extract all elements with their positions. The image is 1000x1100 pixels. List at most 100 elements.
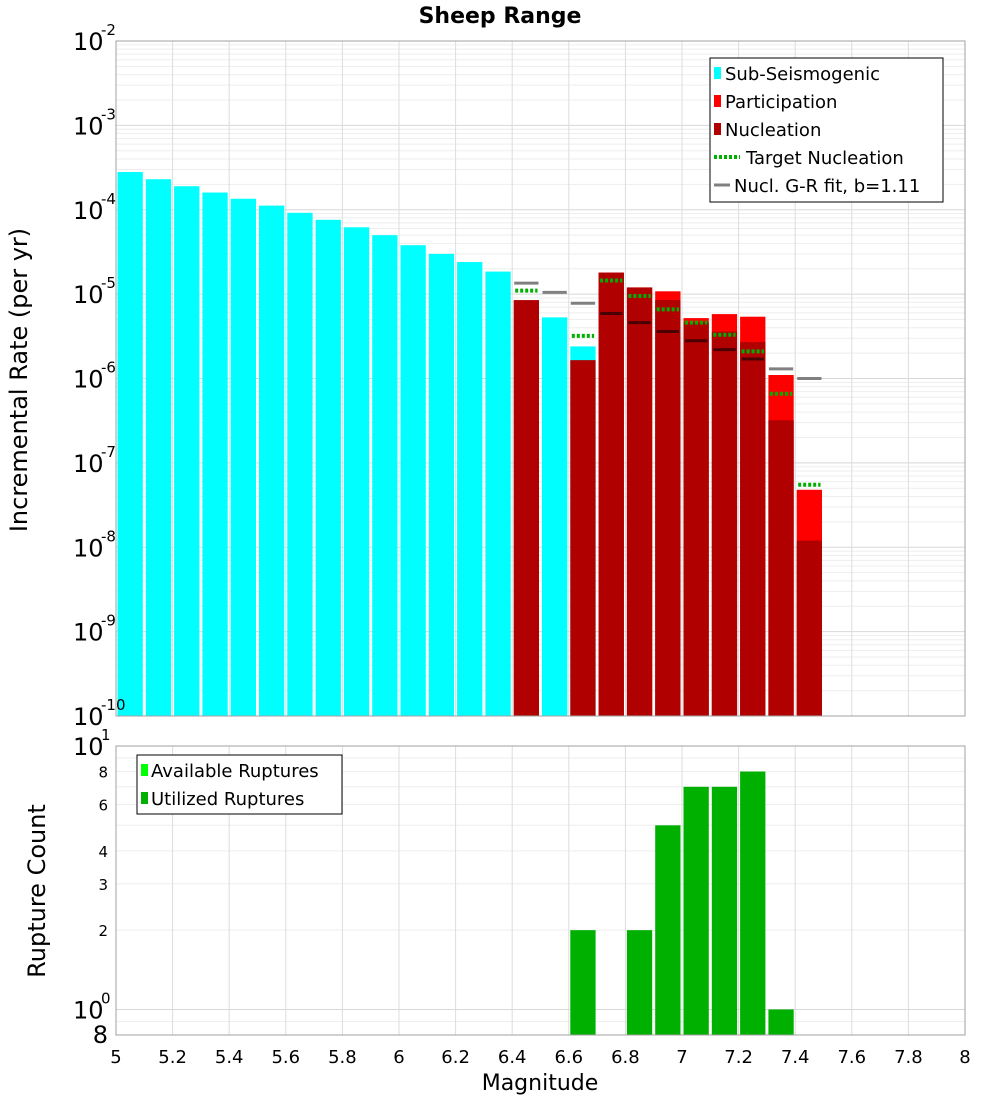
bar-sub-seismogenic <box>174 186 200 716</box>
x-tick-label: 5 <box>110 1047 121 1068</box>
bar-sub-seismogenic <box>428 253 455 716</box>
x-tick-labels: 5 5.2 5.4 5.6 5.8 6 6.2 6.4 6.6 6.8 7 7.2 7.4 7.6 7.8 8 <box>110 1047 970 1068</box>
legend-swatch-participation <box>714 95 721 107</box>
legend-label-sub-seismogenic: Sub-Seismogenic <box>725 64 880 85</box>
x-axis-label: Magnitude <box>482 1071 599 1096</box>
legend-label-participation: Participation <box>725 92 837 113</box>
rate-y-tick-exponent: -5 <box>101 274 116 292</box>
rate-y-axis-label: Incremental Rate (per yr) <box>5 228 33 532</box>
bar-utilized-ruptures <box>683 786 709 1035</box>
bar-sub-seismogenic <box>542 317 568 716</box>
rate-y-tick-base: 10 <box>73 281 104 309</box>
rate-plot-grid <box>115 40 966 717</box>
count-y-tick-label: 8 <box>98 764 108 782</box>
x-tick-label: 8 <box>959 1047 970 1068</box>
count-y-decade-base: 10 <box>73 733 104 761</box>
bar-sub-seismogenic <box>259 205 285 716</box>
x-tick-label: 7.8 <box>894 1047 923 1068</box>
count-y-decade-base: 10 <box>73 996 104 1024</box>
x-tick-label: 5.2 <box>158 1047 187 1068</box>
bar-nucleation <box>683 322 709 716</box>
x-tick-label: 5.8 <box>328 1047 357 1068</box>
rate-y-tick-base: 10 <box>73 28 104 56</box>
bar-sub-seismogenic <box>202 192 228 717</box>
legend-label-available: Available Ruptures <box>151 761 319 782</box>
count-y-tick-label: 4 <box>98 843 108 861</box>
x-tick-label: 5.6 <box>271 1047 300 1068</box>
bar-sub-seismogenic <box>457 262 483 716</box>
count-y-tick-label: 3 <box>98 876 108 894</box>
count-y-tick-label: 6 <box>98 796 108 814</box>
bar-sub-seismogenic <box>372 235 398 716</box>
rate-y-tick-base: 10 <box>73 619 104 647</box>
legend-swatch-sub-seismogenic <box>714 67 721 79</box>
bar-nucleation <box>570 360 596 716</box>
bar-utilized-ruptures <box>711 786 738 1035</box>
rate-plot-border <box>115 40 966 717</box>
rate-legend-box <box>709 57 944 203</box>
legend-label-utilized: Utilized Ruptures <box>151 789 304 810</box>
bar-nucleation <box>740 342 766 716</box>
x-tick-label: 5.4 <box>215 1047 244 1068</box>
rate-y-tick-base: 10 <box>73 450 104 478</box>
bar-utilized-ruptures <box>626 930 653 1035</box>
legend-label-nucleation: Nucleation <box>725 120 821 141</box>
rate-y-tick-base: 10 <box>73 366 104 394</box>
bar-sub-seismogenic <box>117 172 143 716</box>
chart-title: Sheep Range <box>419 4 582 29</box>
count-legend-box <box>136 754 343 815</box>
bar-sub-seismogenic <box>315 219 341 717</box>
x-tick-label: 6.6 <box>554 1047 583 1068</box>
bar-nucleation <box>626 287 653 716</box>
bar-sub-seismogenic <box>343 227 370 716</box>
bar-nucleation <box>513 300 539 716</box>
rate-plot-bars <box>117 172 822 717</box>
x-tick-label: 6.8 <box>611 1047 640 1068</box>
count-plot-border <box>115 745 966 1036</box>
bar-nucleation <box>768 420 794 716</box>
rate-y-tick-exponent: -9 <box>101 612 116 630</box>
rate-y-tick-base: 10 <box>73 197 104 225</box>
rate-y-tick-exponent: -8 <box>101 527 116 545</box>
bar-nucleation <box>598 272 624 716</box>
count-plot-bars <box>570 771 794 1035</box>
bar-sub-seismogenic <box>400 245 426 717</box>
bar-nucleation <box>711 331 738 716</box>
rate-legend: Sub-Seismogenic Participation Nucleation… <box>709 57 944 203</box>
count-y-decade-exponent: 0 <box>101 989 111 1007</box>
rate-y-tick-base: 10 <box>73 112 104 140</box>
count-legend: Available Ruptures Utilized Ruptures <box>136 754 343 815</box>
count-y-decade-exponent: 1 <box>101 726 111 744</box>
rate-y-tick-exponent: -4 <box>101 190 116 208</box>
bar-sub-seismogenic <box>230 198 256 717</box>
rate-plot-markers <box>514 278 822 487</box>
legend-swatch-utilized <box>141 792 148 804</box>
legend-label-gr-fit: Nucl. G-R fit, b=1.11 <box>734 176 920 197</box>
rate-y-tick-exponent: -3 <box>101 105 116 123</box>
x-tick-label: 7.2 <box>724 1047 753 1068</box>
legend-swatch-available <box>141 764 148 776</box>
rate-y-tick-exponent: -2 <box>101 21 116 39</box>
x-tick-label: 6 <box>393 1047 404 1068</box>
rate-y-tick-base: 10 <box>73 534 104 562</box>
x-tick-label: 7 <box>676 1047 687 1068</box>
legend-swatch-nucleation <box>714 123 721 135</box>
rate-y-tick-exponent: -6 <box>101 359 116 377</box>
bar-sub-seismogenic <box>485 271 511 716</box>
count-y-bottom-label: 8 <box>93 1021 108 1049</box>
bar-utilized-ruptures <box>740 771 766 1035</box>
bar-nucleation <box>796 540 822 716</box>
legend-label-target-nucleation: Target Nucleation <box>745 148 904 169</box>
bar-utilized-ruptures <box>570 930 596 1035</box>
bar-sub-seismogenic <box>287 212 313 716</box>
bar-utilized-ruptures <box>768 1009 794 1035</box>
bar-nucleation <box>655 300 681 716</box>
rate-y-tick-exponent: -10 <box>101 696 126 714</box>
count-y-axis-label: Rupture Count <box>23 804 51 978</box>
x-tick-label: 6.4 <box>498 1047 527 1068</box>
count-y-tick-label: 2 <box>98 922 108 940</box>
bar-utilized-ruptures <box>655 825 681 1035</box>
x-tick-label: 7.4 <box>781 1047 810 1068</box>
